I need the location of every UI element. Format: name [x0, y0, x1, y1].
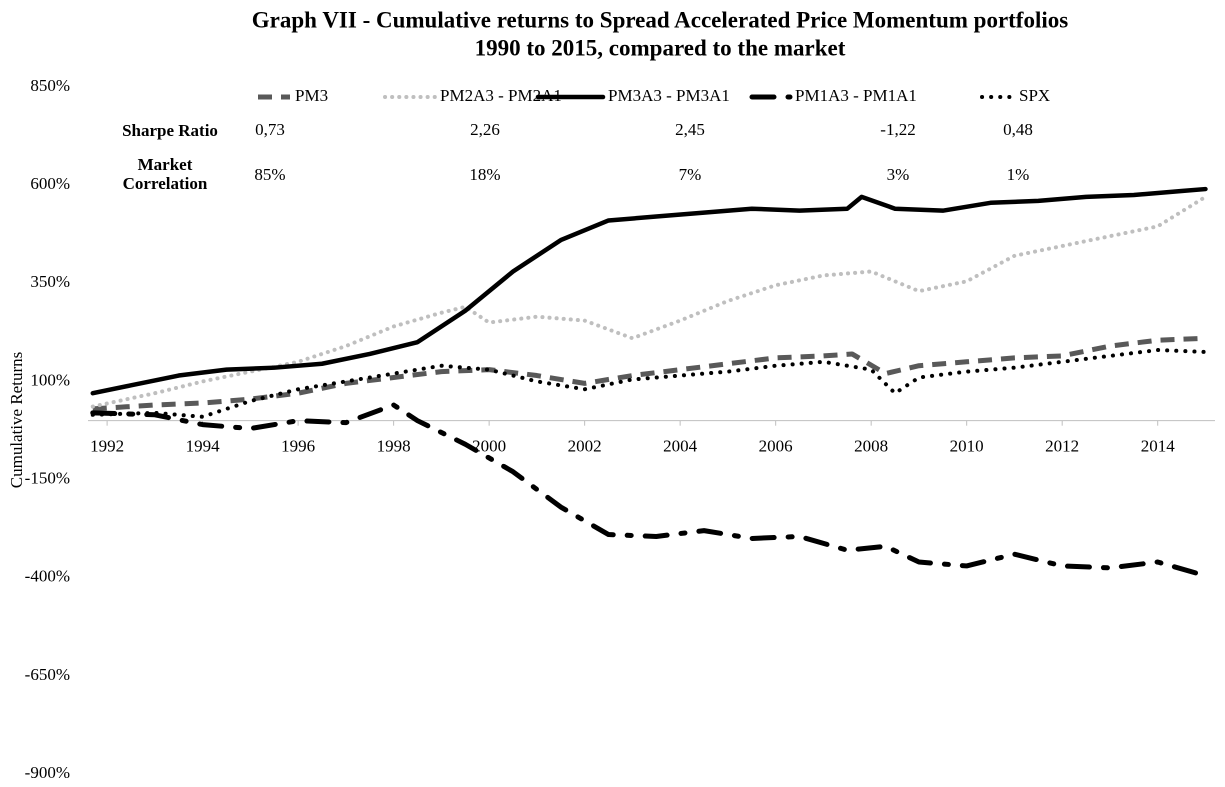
legend-label: PM2A3 - PM2A1 [440, 86, 562, 105]
series-line [90, 194, 1208, 409]
y-tick-label: -650% [25, 665, 70, 684]
series-line [90, 186, 1208, 396]
chart-title: Graph VII - Cumulative returns to Spread… [252, 7, 1068, 32]
x-tick-label: 2002 [568, 437, 602, 456]
x-tick-label: 1994 [186, 437, 221, 456]
stats-value: 1% [1007, 165, 1030, 184]
stats-value: 2,26 [470, 120, 500, 139]
x-tick-label: 1992 [90, 437, 124, 456]
legend-label: PM3 [295, 86, 328, 105]
x-tick-label: 1998 [377, 437, 411, 456]
x-tick-label: 2008 [854, 437, 888, 456]
stats-row-label: Market Correlation [122, 155, 208, 193]
stats-value: 18% [469, 165, 500, 184]
series-line [90, 402, 1208, 579]
x-tick-label: 2006 [759, 437, 793, 456]
x-tick-label: 2012 [1045, 437, 1079, 456]
y-tick-label: 350% [30, 272, 70, 291]
legend-label: PM3A3 - PM3A1 [608, 86, 730, 105]
stats-value: 7% [679, 165, 702, 184]
y-tick-label: 100% [30, 370, 70, 389]
y-tick-label: -150% [25, 468, 70, 487]
y-tick-label: 600% [30, 174, 70, 193]
x-tick-label: 2004 [663, 437, 698, 456]
y-tick-label: -400% [25, 567, 70, 586]
y-tick-label: -900% [25, 763, 70, 782]
stats-value: 2,45 [675, 120, 705, 139]
chart-subtitle: 1990 to 2015, compared to the market [475, 35, 846, 60]
x-tick-label: 2010 [950, 437, 984, 456]
x-tick-label: 2000 [472, 437, 506, 456]
y-axis-label: Cumulative Returns [7, 352, 26, 488]
stats-value: -1,22 [880, 120, 915, 139]
stats-value: 0,73 [255, 120, 285, 139]
x-tick-label: 1996 [281, 437, 315, 456]
stats-value: 3% [887, 165, 910, 184]
legend-label: PM1A3 - PM1A1 [795, 86, 917, 105]
stats-value: 85% [254, 165, 285, 184]
legend-label: SPX [1019, 86, 1050, 105]
series-line [92, 335, 1206, 412]
stats-row-label: Sharpe Ratio [122, 121, 218, 140]
x-tick-label: 2014 [1141, 437, 1176, 456]
y-tick-label: 850% [30, 76, 70, 95]
series-line [90, 348, 1208, 419]
stats-value: 0,48 [1003, 120, 1033, 139]
